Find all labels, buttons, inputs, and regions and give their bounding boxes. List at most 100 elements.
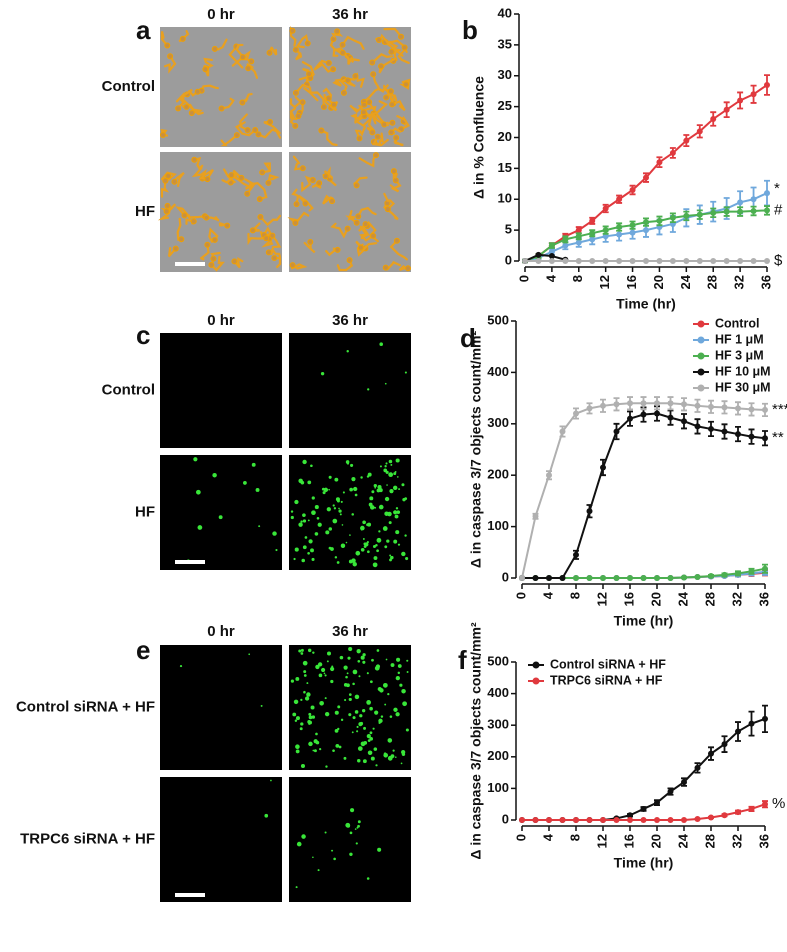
cell-body: [257, 214, 264, 221]
apoptotic-cell: [302, 459, 307, 465]
cell-body: [252, 127, 259, 134]
end-label: %: [772, 795, 785, 812]
cell: [234, 121, 257, 137]
panel-letter: f: [458, 645, 467, 675]
data-point: [750, 196, 757, 203]
data-point: [764, 190, 770, 197]
data-point: [600, 464, 606, 471]
apoptotic-cell: [394, 514, 399, 519]
cell: [354, 125, 366, 140]
apoptotic-cell: [343, 665, 348, 670]
apoptotic-cell: [384, 545, 388, 549]
cell-body: [190, 218, 197, 225]
data-point: [616, 231, 623, 238]
cell: [350, 111, 365, 124]
cell-body: [304, 40, 311, 47]
apoptotic-cell: [307, 480, 312, 485]
cell-body: [383, 94, 390, 101]
cell-body: [233, 132, 240, 139]
cell-body: [202, 66, 209, 73]
cell-body: [194, 88, 201, 95]
apoptotic-cell: [339, 655, 344, 660]
cell-body: [356, 135, 363, 142]
data-point: [737, 258, 744, 264]
apoptotic-cell: [324, 674, 327, 677]
apoptotic-cell: [298, 649, 302, 653]
cell-body: [249, 227, 256, 234]
apoptotic-cell: [275, 548, 278, 552]
data-point: [522, 258, 528, 264]
series-line: [522, 717, 766, 821]
apoptotic-cell: [317, 662, 323, 667]
apoptotic-cell: [302, 519, 307, 523]
apoptotic-cell: [362, 538, 365, 540]
y-tick-label: 300: [487, 415, 509, 430]
apoptotic-cell: [356, 725, 359, 729]
apoptotic-cell: [355, 550, 361, 556]
cell-body: [306, 70, 313, 77]
apoptotic-cell: [373, 483, 377, 488]
data-point: [573, 575, 579, 581]
cell: [247, 232, 268, 246]
apoptotic-cell: [302, 545, 307, 550]
apoptotic-cell: [376, 488, 381, 493]
data-point: [602, 258, 609, 264]
apoptotic-cell: [338, 509, 342, 513]
cell: [358, 154, 378, 168]
cell-body: [164, 202, 171, 209]
cell-body: [393, 134, 400, 141]
cell: [294, 48, 303, 61]
apoptotic-cell: [367, 550, 370, 554]
panel-letter: c: [136, 320, 150, 350]
cell-body: [210, 255, 217, 262]
cell-body: [389, 101, 396, 108]
apoptotic-cell: [345, 541, 348, 544]
data-point: [710, 115, 717, 122]
apoptotic-cell: [330, 547, 334, 551]
cell-body: [255, 131, 262, 138]
cell-body: [339, 49, 346, 56]
cell-body: [353, 219, 360, 226]
y-tick-label: 300: [487, 717, 509, 732]
panel-letter: b: [462, 15, 478, 45]
apoptotic-cell: [369, 706, 373, 711]
legend-marker: [697, 384, 705, 392]
cell: [390, 99, 406, 112]
apoptotic-cell: [374, 506, 377, 509]
apoptotic-cell: [348, 697, 352, 702]
cell: [345, 210, 358, 224]
apoptotic-cell: [350, 463, 354, 467]
cell-body: [203, 214, 210, 221]
cell: [294, 83, 319, 102]
apoptotic-cell: [352, 669, 358, 675]
cell: [349, 103, 366, 114]
data-point: [721, 571, 728, 578]
apoptotic-cell: [326, 507, 331, 512]
apoptotic-cell: [328, 527, 333, 531]
apoptotic-cell: [315, 732, 318, 736]
data-point: [640, 400, 647, 407]
apoptotic-cell: [394, 756, 397, 758]
data-point: [762, 565, 768, 572]
apoptotic-cell: [298, 522, 303, 527]
micrograph: [287, 152, 411, 272]
apoptotic-cell: [360, 655, 365, 660]
apoptotic-cell: [385, 462, 388, 465]
data-point: [721, 812, 728, 819]
y-axis-label: Δ in % Confluence: [471, 76, 487, 199]
apoptotic-cell: [359, 714, 363, 718]
cell: [160, 31, 169, 47]
x-tick-label: 24: [675, 591, 690, 606]
data-point: [616, 258, 623, 264]
apoptotic-cell: [307, 648, 312, 653]
apoptotic-cell: [367, 739, 371, 743]
cell: [175, 205, 192, 220]
data-point: [735, 570, 741, 577]
apoptotic-cell: [323, 672, 326, 675]
row-label: Control: [102, 78, 155, 95]
apoptotic-cell: [397, 671, 401, 675]
series-line: [524, 253, 566, 262]
data-point: [532, 817, 539, 823]
data-point: [586, 817, 593, 823]
data-point: [629, 186, 636, 193]
